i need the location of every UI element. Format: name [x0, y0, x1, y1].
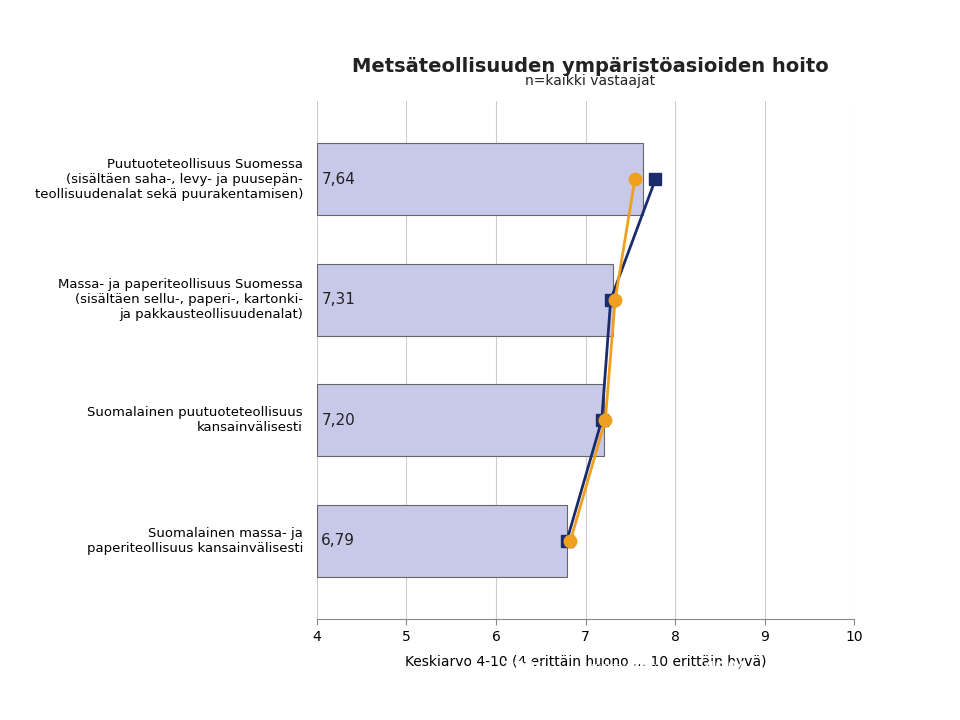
Text: suomalaisista: suomalaisista	[38, 696, 96, 704]
Text: 7,64: 7,64	[322, 171, 355, 186]
Bar	[317, 384, 604, 456]
Text: pankin
vaihtamista.: pankin vaihtamista.	[394, 668, 454, 690]
Text: 60%: 60%	[163, 660, 209, 680]
X-axis label: Keskiarvo 4-10 (4 erittäin huono ... 10 erittäin hyvä): Keskiarvo 4-10 (4 erittäin huono ... 10 …	[405, 654, 766, 669]
Text: suomalaisista
ei tiedä kuka on
Stephen Elop.: suomalaisista ei tiedä kuka on Stephen E…	[590, 662, 668, 696]
Text: Metsäteollisuuden ympäristöasioiden hoito: Metsäteollisuuden ympäristöasioiden hoit…	[352, 57, 828, 76]
Bar	[317, 505, 566, 577]
Text: 33%: 33%	[499, 660, 545, 680]
Text: 73%: 73%	[307, 660, 353, 680]
Text: 04%: 04%	[826, 660, 872, 680]
Text: taloustutkimus oy: taloustutkimus oy	[16, 37, 171, 51]
Text: pitää tuotteiden: pitää tuotteiden	[499, 696, 567, 704]
Text: 7,20: 7,20	[322, 413, 355, 428]
Bar	[317, 264, 613, 336]
Text: 7,31: 7,31	[322, 292, 355, 307]
Text: 6,79: 6,79	[322, 534, 355, 549]
Text: suomalaisista
käyttää: suomalaisista käyttää	[307, 696, 365, 714]
Text: n=kaikki vastaajat: n=kaikki vastaajat	[525, 74, 656, 88]
Text: naisista on
värjännyt hiuk-
sensa viimeisen: naisista on värjännyt hiuk- sensa viimei…	[163, 696, 230, 720]
Text: yrityksistä: yrityksistä	[701, 696, 744, 704]
Text: 20%: 20%	[38, 660, 84, 680]
Bar	[317, 143, 643, 215]
Text: kotitalouksista
ostaa
säännöllisesti
luomupuossua.: kotitalouksista ostaa säännöllisesti luo…	[826, 696, 890, 720]
Text: 48%: 48%	[701, 660, 748, 680]
